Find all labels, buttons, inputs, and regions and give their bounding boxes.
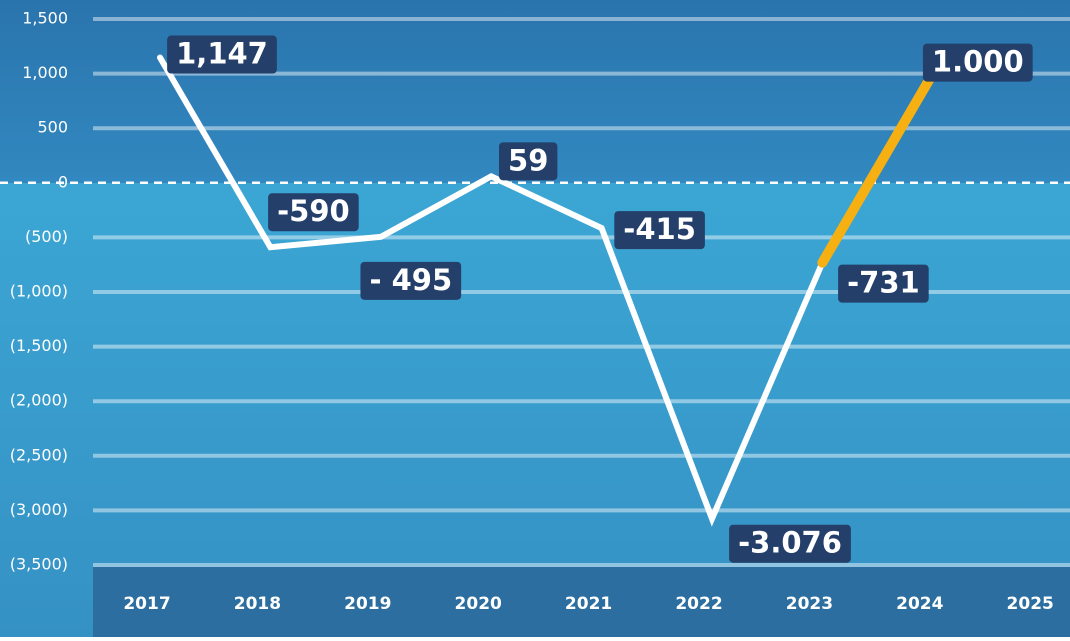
data-label-box [499,142,558,181]
y-tick-label: (500) [25,227,68,246]
y-tick-label: (1,000) [10,282,68,301]
data-label: -590 [277,194,350,228]
data-label: 1,147 [176,37,268,71]
y-tick-label: (1,500) [10,336,68,355]
x-tick-label: 2020 [455,594,502,614]
lower-background [0,183,1070,637]
y-tick-label: (2,000) [10,391,68,410]
x-axis-band [93,567,1070,637]
x-tick-label: 2017 [123,594,170,614]
y-tick-label: (3,500) [10,555,68,574]
data-label-box [268,193,359,232]
y-tick-label: 1,500 [22,9,68,28]
x-tick-label: 2019 [344,594,391,614]
x-tick-label: 2018 [234,594,281,614]
data-label: - 495 [369,263,452,297]
data-label-box [838,264,929,303]
y-tick-label: 1,000 [22,63,68,82]
y-tick-label: 500 [37,118,68,137]
data-label-box [614,211,705,250]
line [157,54,826,527]
data-label: -415 [623,212,696,246]
data-label: -3.076 [738,526,842,560]
x-tick-label: 2022 [675,594,722,614]
data-label: 59 [508,143,548,177]
x-tick-label: 2023 [786,594,833,614]
highlight-line [817,68,938,268]
y-tick-label: (2,500) [10,445,68,464]
y-tick-label: (3,000) [10,500,68,519]
x-tick-label: 2025 [1007,594,1054,614]
data-label-box [360,261,462,300]
data-label: 1.000 [932,45,1024,79]
x-tick-label: 2024 [896,594,943,614]
data-label-box [729,524,851,563]
data-label: -731 [847,266,920,300]
x-tick-label: 2021 [565,594,612,614]
data-label-box [922,43,1033,82]
data-label-box [167,35,277,74]
